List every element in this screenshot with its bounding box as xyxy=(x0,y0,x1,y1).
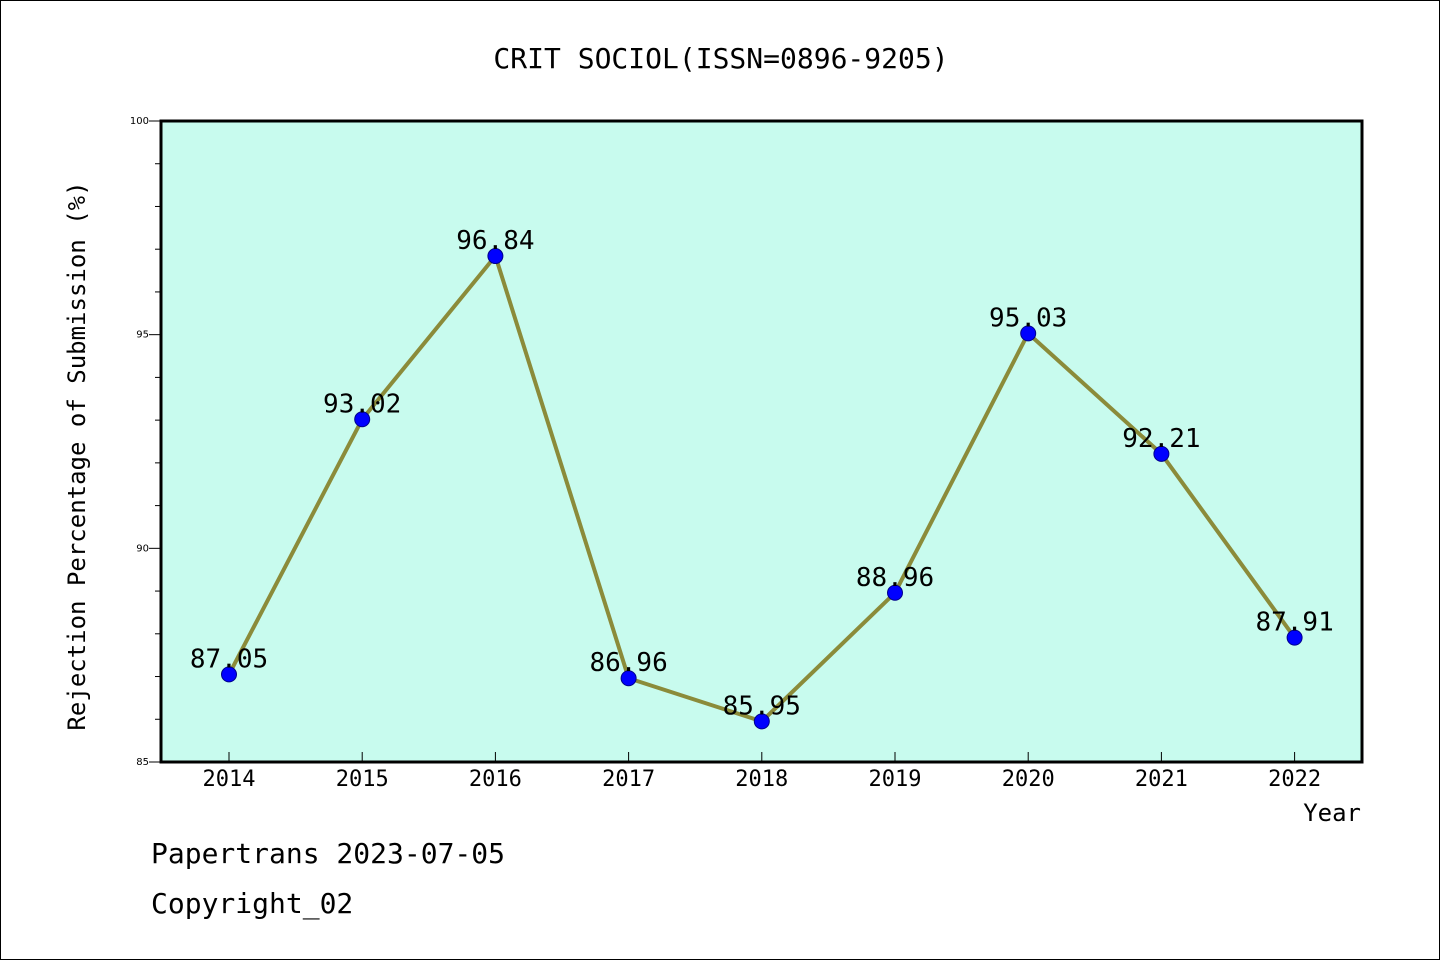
data-point xyxy=(753,713,770,730)
data-label: 95.03 xyxy=(989,303,1067,333)
y-axis: 85 90 95 100 xyxy=(130,116,161,768)
series-layer: 87.05 93.02 96.84 86.96 85.95 88.96 95.03 92.21… xyxy=(190,226,1334,730)
data-label: 93.02 xyxy=(323,389,401,419)
data-point xyxy=(354,411,371,428)
x-tick-label: 2022 xyxy=(1268,767,1321,792)
data-label: 88.96 xyxy=(856,563,934,593)
data-point xyxy=(221,666,237,683)
y-tick-label: 100 xyxy=(130,116,149,127)
x-tick-label: 2019 xyxy=(869,767,922,792)
data-point xyxy=(620,670,637,687)
y-tick-label: 95 xyxy=(136,330,149,341)
x-tick-label: 2021 xyxy=(1135,767,1188,792)
x-axis-label: Year xyxy=(1303,799,1361,827)
data-label: 86.96 xyxy=(589,648,667,678)
x-tick-label: 2018 xyxy=(735,767,788,792)
data-label: 87.91 xyxy=(1255,608,1333,638)
data-label: 85.95 xyxy=(723,691,801,721)
plot-area xyxy=(159,119,1364,764)
data-point xyxy=(487,248,504,265)
data-point xyxy=(1020,325,1037,342)
data-point xyxy=(1153,445,1170,462)
footer-date: Papertrans 2023-07-05 xyxy=(151,837,506,870)
footer-copyright: Copyright_02 xyxy=(151,887,354,920)
data-label: 96.84 xyxy=(456,226,534,256)
y-tick-label: 90 xyxy=(136,543,149,554)
x-tick-label: 2017 xyxy=(602,767,655,792)
x-axis: 2014 2015 2016 2017 2018 2019 2020 2021 2022 xyxy=(203,752,1321,792)
data-point xyxy=(1286,629,1303,646)
x-tick-label: 2015 xyxy=(336,767,389,792)
data-label: 92.21 xyxy=(1122,424,1200,454)
data-point xyxy=(887,584,903,601)
y-tick-label: 85 xyxy=(136,757,149,768)
x-tick-label: 2016 xyxy=(469,767,522,792)
x-tick-label: 2014 xyxy=(203,767,256,792)
y-axis-label: Rejection Percentage of Submission (%) xyxy=(63,181,91,730)
x-tick-label: 2020 xyxy=(1002,767,1055,792)
chart-title: CRIT SOCIOL(ISSN=0896-9205) xyxy=(493,42,948,75)
data-label: 87.05 xyxy=(190,644,268,674)
